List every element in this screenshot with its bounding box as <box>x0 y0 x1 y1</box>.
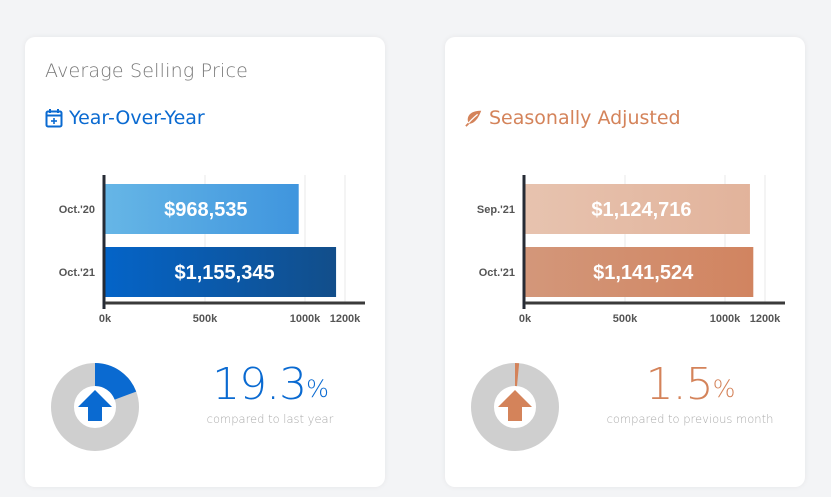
yoy-bar-chart: $968,535 Oct.'20 $1,155,345 Oct.'21 0k 500k 10… <box>59 175 365 325</box>
bar-data-label: $1,124,716 <box>591 199 691 221</box>
category-label: Oct.'21 <box>479 267 515 279</box>
bar <box>105 247 337 297</box>
x-tick-label: 500k <box>193 313 218 325</box>
subtitle-label: Seasonally Adjusted <box>489 107 681 129</box>
seasonal-bar-chart: $1,124,716 Sep.'21 $1,141,524 Oct.'21 0k 500k… <box>477 175 785 325</box>
change-caption: compared to last year <box>206 412 334 426</box>
x-tick-label: 0k <box>99 313 112 325</box>
yoy-donut <box>51 363 139 451</box>
seasonal-donut <box>471 363 559 451</box>
bar <box>525 184 750 234</box>
donut-segment <box>515 363 520 387</box>
seasonal-change: 1.5% compared to previous month <box>590 359 790 427</box>
x-tick-label: 0k <box>519 313 532 325</box>
card-title: Average Selling Price <box>45 60 249 82</box>
bar-data-label: $1,141,524 <box>593 262 694 284</box>
leaf-icon <box>465 110 482 127</box>
x-tick-label: 500k <box>613 313 638 325</box>
arrow-up-icon <box>498 390 532 421</box>
x-tick-label: 1200k <box>750 313 781 325</box>
change-value: 1.5 <box>645 359 714 410</box>
category-label: Sep.'21 <box>477 204 515 216</box>
percent-sign: % <box>306 375 329 403</box>
change-caption: compared to previous month <box>606 412 774 426</box>
x-tick-label: 1000k <box>710 313 741 325</box>
category-label: Oct.'21 <box>59 267 95 279</box>
donut-segment <box>95 363 137 400</box>
subtitle-label: Year-Over-Year <box>69 107 205 129</box>
bar <box>525 247 754 297</box>
change-value: 19.3 <box>212 359 307 410</box>
subtitle-year-over-year: Year-Over-Year <box>45 107 205 129</box>
category-label: Oct.'20 <box>59 204 95 216</box>
yoy-card: Average Selling Price Year-Over-Year $96… <box>25 37 385 487</box>
x-tick-label: 1200k <box>330 313 361 325</box>
yoy-change: 19.3% compared to last year <box>170 359 370 427</box>
x-tick-label: 1000k <box>290 313 321 325</box>
bar-data-label: $1,155,345 <box>174 262 274 284</box>
calendar-plus-icon <box>45 109 63 128</box>
seasonal-card: Seasonally Adjusted $1,124,716 Sep.'21 $1,… <box>445 37 805 487</box>
bar-data-label: $968,535 <box>164 199 247 221</box>
arrow-up-icon <box>78 390 112 421</box>
bar <box>105 184 299 234</box>
subtitle-seasonally-adjusted: Seasonally Adjusted <box>465 107 681 129</box>
percent-sign: % <box>712 375 736 403</box>
